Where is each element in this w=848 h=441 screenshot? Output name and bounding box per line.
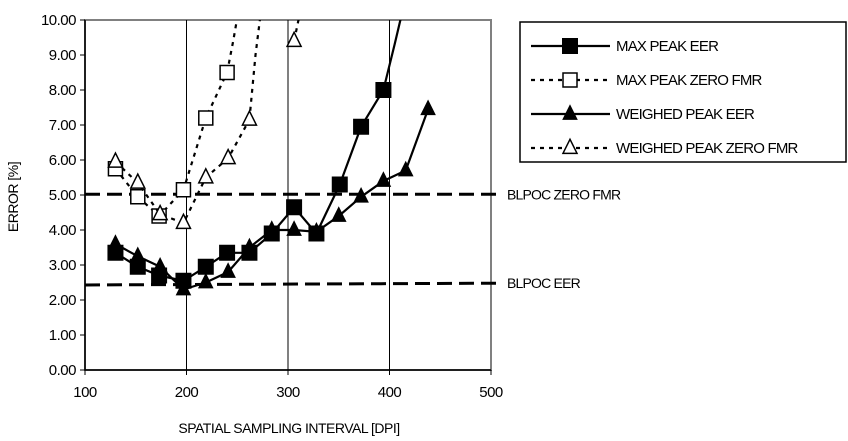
x-tick-label: 400 [378,384,402,401]
data-point [197,272,214,289]
series-layer [107,20,436,296]
data-point [375,171,392,187]
data-point [330,206,347,222]
data-point [308,221,325,238]
data-point [286,199,303,216]
legend-swatch-marker [562,72,578,88]
series-weighed-peak-eer [107,99,436,296]
data-point [198,110,214,126]
series-max-peak-zero-fmr [107,20,238,224]
data-point [107,151,124,168]
legend-label: MAX PEAK EER [616,38,719,55]
reference-line-label: BLPOC ZERO FMR [507,186,621,202]
series-line-extension [382,20,402,91]
y-tick-label: 2.00 [49,292,76,309]
data-point [107,234,124,250]
data-point [397,160,414,177]
reference-line [84,281,499,287]
data-point [219,64,235,81]
data-point [197,258,214,275]
y-tick-label: 5.00 [49,187,76,204]
reference-lines: BLPOC ZERO FMR BLPOC EER [84,186,622,291]
reference-line-label: BLPOC EER [507,275,581,291]
legend-swatch-marker [562,38,578,54]
data-point [175,212,192,230]
data-point [241,109,258,126]
y-tick-label: 8.00 [49,82,76,99]
legend-label: WEIGHED PEAK ZERO FMR [616,140,799,157]
data-point [175,182,192,198]
legend: MAX PEAK EER MAX PEAK ZERO FMR WEIGHED PEA… [519,21,847,163]
series-weighed-peak-zero-fmr [107,20,303,230]
data-point [241,237,258,254]
axes: 0.00 1.00 2.00 3.00 4.00 5.00 6.00 7.00 8.00 9.00… [5,12,503,436]
legend-label: MAX PEAK ZERO FMR [616,72,763,89]
data-point [175,279,192,296]
y-tick-label: 3.00 [49,257,76,274]
legend-swatch-marker [562,104,578,120]
y-axis-title: ERROR [%] [5,162,21,232]
data-point [152,256,168,273]
data-point [219,244,236,261]
y-tick-label: 9.00 [49,47,76,64]
data-point [219,147,237,165]
data-point [129,172,146,189]
series-line-extension [248,20,261,120]
series-line-extension [226,20,238,73]
data-point [263,220,280,236]
data-point [129,246,146,263]
data-point [353,186,369,203]
x-tick-label: 300 [276,384,300,401]
y-tick-label: 6.00 [49,152,76,169]
y-tick-label: 7.00 [49,117,76,134]
data-point [285,30,303,48]
data-point [197,167,214,184]
legend-swatch-marker [561,137,579,155]
data-point [353,118,370,135]
data-point [286,220,302,236]
legend-label: WEIGHED PEAK EER [616,106,755,123]
x-axis-title: SPATIAL SAMPLING INTERVAL [DPI] [178,420,399,436]
y-tick-label: 1.00 [49,327,76,344]
y-tick-label: 4.00 [49,222,76,239]
x-tick-label: 100 [73,384,97,401]
data-point [151,203,169,221]
data-point [420,99,436,116]
y-tick-label: 0.00 [49,362,76,379]
data-point [220,262,236,278]
data-point [375,82,392,98]
data-point [331,176,348,193]
x-tick-label: 500 [479,384,503,401]
x-tick-label: 200 [175,384,199,401]
y-tick-label: 10.00 [41,12,76,29]
data-point [130,189,146,205]
